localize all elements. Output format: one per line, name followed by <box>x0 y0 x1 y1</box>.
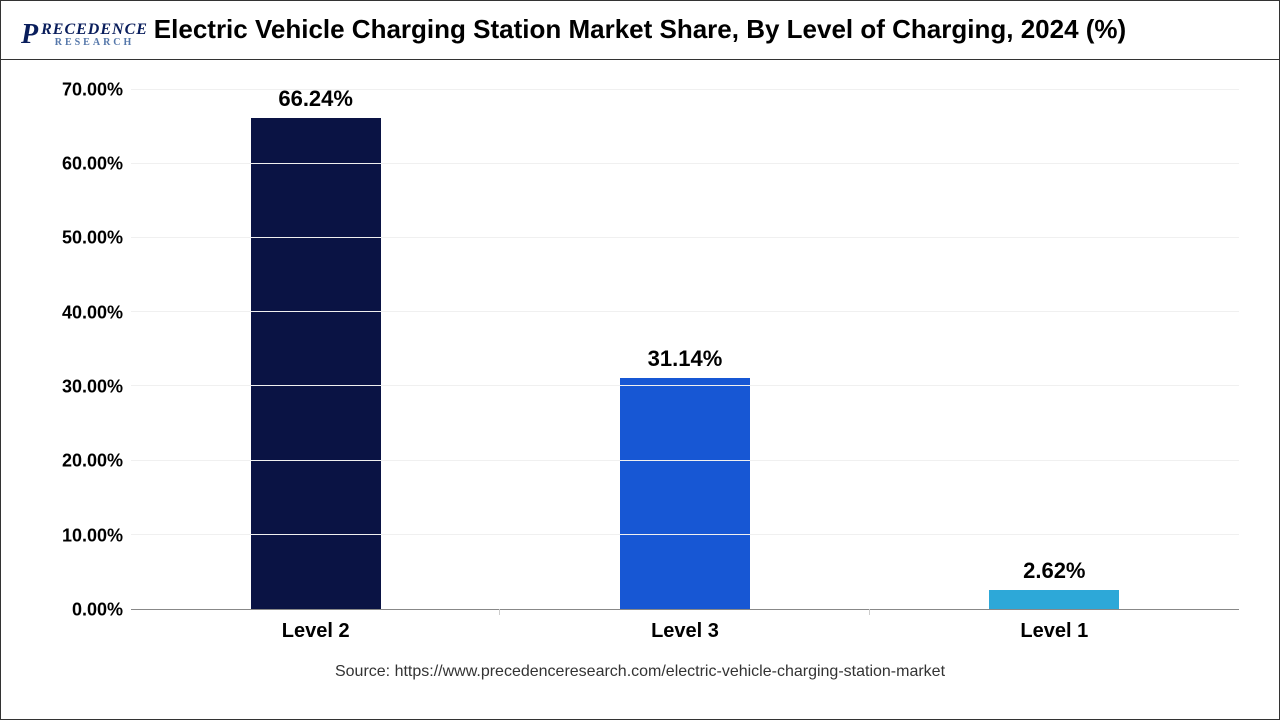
x-axis-label: Level 3 <box>500 620 869 643</box>
plot-region: 66.24% 31.14% 2.62% <box>131 90 1239 610</box>
bar-slot: 66.24% <box>131 90 500 609</box>
plot-container: 0.00%10.00%20.00%30.00%40.00%50.00%60.00… <box>41 90 1239 610</box>
grid-line <box>131 89 1239 90</box>
x-axis-labels: Level 2Level 3Level 1 <box>131 610 1239 643</box>
bar: 66.24% <box>251 118 381 609</box>
title-box: P RECEDENCE RESEARCH Electric Vehicle Ch… <box>1 1 1279 60</box>
grid-line <box>131 163 1239 164</box>
y-tick-label: 10.00% <box>62 525 123 546</box>
y-tick-label: 20.00% <box>62 451 123 472</box>
y-tick-label: 70.00% <box>62 79 123 100</box>
logo-top-text: RECEDENCE <box>41 23 148 37</box>
y-tick-label: 0.00% <box>72 600 123 621</box>
brand-logo: P RECEDENCE RESEARCH <box>21 19 148 51</box>
grid-line <box>131 311 1239 312</box>
y-tick-label: 50.00% <box>62 228 123 249</box>
logo-letter: P <box>21 19 38 51</box>
bar-slot: 31.14% <box>500 90 869 609</box>
logo-bottom-text: RESEARCH <box>41 38 148 47</box>
chart-frame: P RECEDENCE RESEARCH Electric Vehicle Ch… <box>0 0 1280 720</box>
y-tick-label: 40.00% <box>62 302 123 323</box>
chart-title: Electric Vehicle Charging Station Market… <box>41 13 1239 47</box>
y-tick-label: 60.00% <box>62 154 123 175</box>
bar-slot: 2.62% <box>870 90 1239 609</box>
grid-line <box>131 385 1239 386</box>
grid-line <box>131 237 1239 238</box>
y-axis: 0.00%10.00%20.00%30.00%40.00%50.00%60.00… <box>41 90 131 610</box>
grid-line <box>131 534 1239 535</box>
grid-line <box>131 460 1239 461</box>
bar-value-label: 31.14% <box>648 346 723 372</box>
bar-value-label: 2.62% <box>1023 558 1085 584</box>
y-tick-label: 30.00% <box>62 377 123 398</box>
x-axis-label: Level 1 <box>870 620 1239 643</box>
source-text: Source: https://www.precedenceresearch.c… <box>41 643 1239 699</box>
x-axis-label: Level 2 <box>131 620 500 643</box>
bars-row: 66.24% 31.14% 2.62% <box>131 90 1239 609</box>
bar: 31.14% <box>620 378 750 609</box>
bar: 2.62% <box>989 590 1119 609</box>
chart-area: 0.00% 10.00% 20.00% 30.00% 40.00% 50.00% 60.00… <box>1 60 1279 719</box>
